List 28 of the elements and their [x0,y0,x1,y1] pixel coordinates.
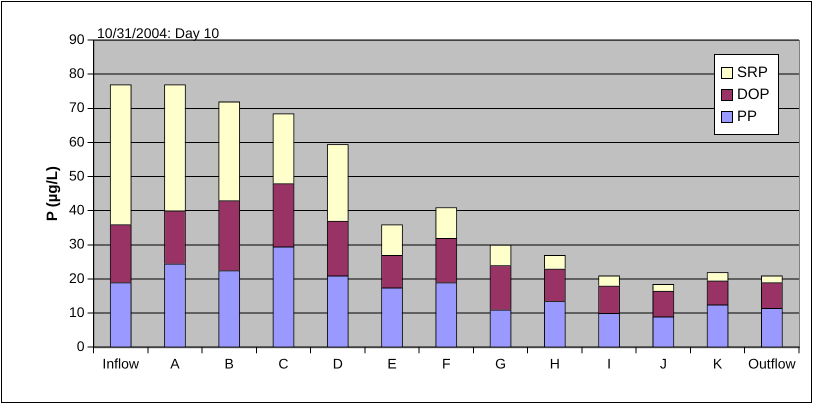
legend-label: SRP [737,64,768,81]
legend-label: DOP [737,86,770,103]
y-tick-label: 20 [68,270,85,286]
x-tick-label: B [224,355,234,372]
y-tick-label: 0 [76,338,85,354]
x-tick-label: E [387,355,397,372]
x-tick-label: J [660,355,667,372]
y-tick-label: 70 [68,99,85,116]
legend-label: PP [737,108,758,125]
x-tick-label: D [332,355,343,372]
y-tick-label: 50 [68,167,85,184]
x-tick-label: K [712,355,723,372]
chart-title: 10/31/2004: Day 10 [97,25,220,41]
y-tick-label: 60 [68,133,85,150]
y-tick-label: 30 [68,236,85,252]
y-tick-label: 40 [68,202,85,218]
y-tick-label: 80 [68,64,85,81]
x-tick-label: I [607,355,612,372]
x-tick-label: C [278,355,289,372]
x-tick-label: Inflow [102,355,140,372]
y-axis-title: P (µg/L) [44,166,62,222]
y-tick-label: 90 [68,30,85,47]
x-tick-label: H [550,355,560,372]
x-tick-label: A [170,355,180,372]
y-tick-label: 10 [68,304,85,320]
x-tick-label: Outflow [748,355,796,372]
x-tick-label: G [495,355,506,372]
x-tick-label: F [442,355,451,372]
